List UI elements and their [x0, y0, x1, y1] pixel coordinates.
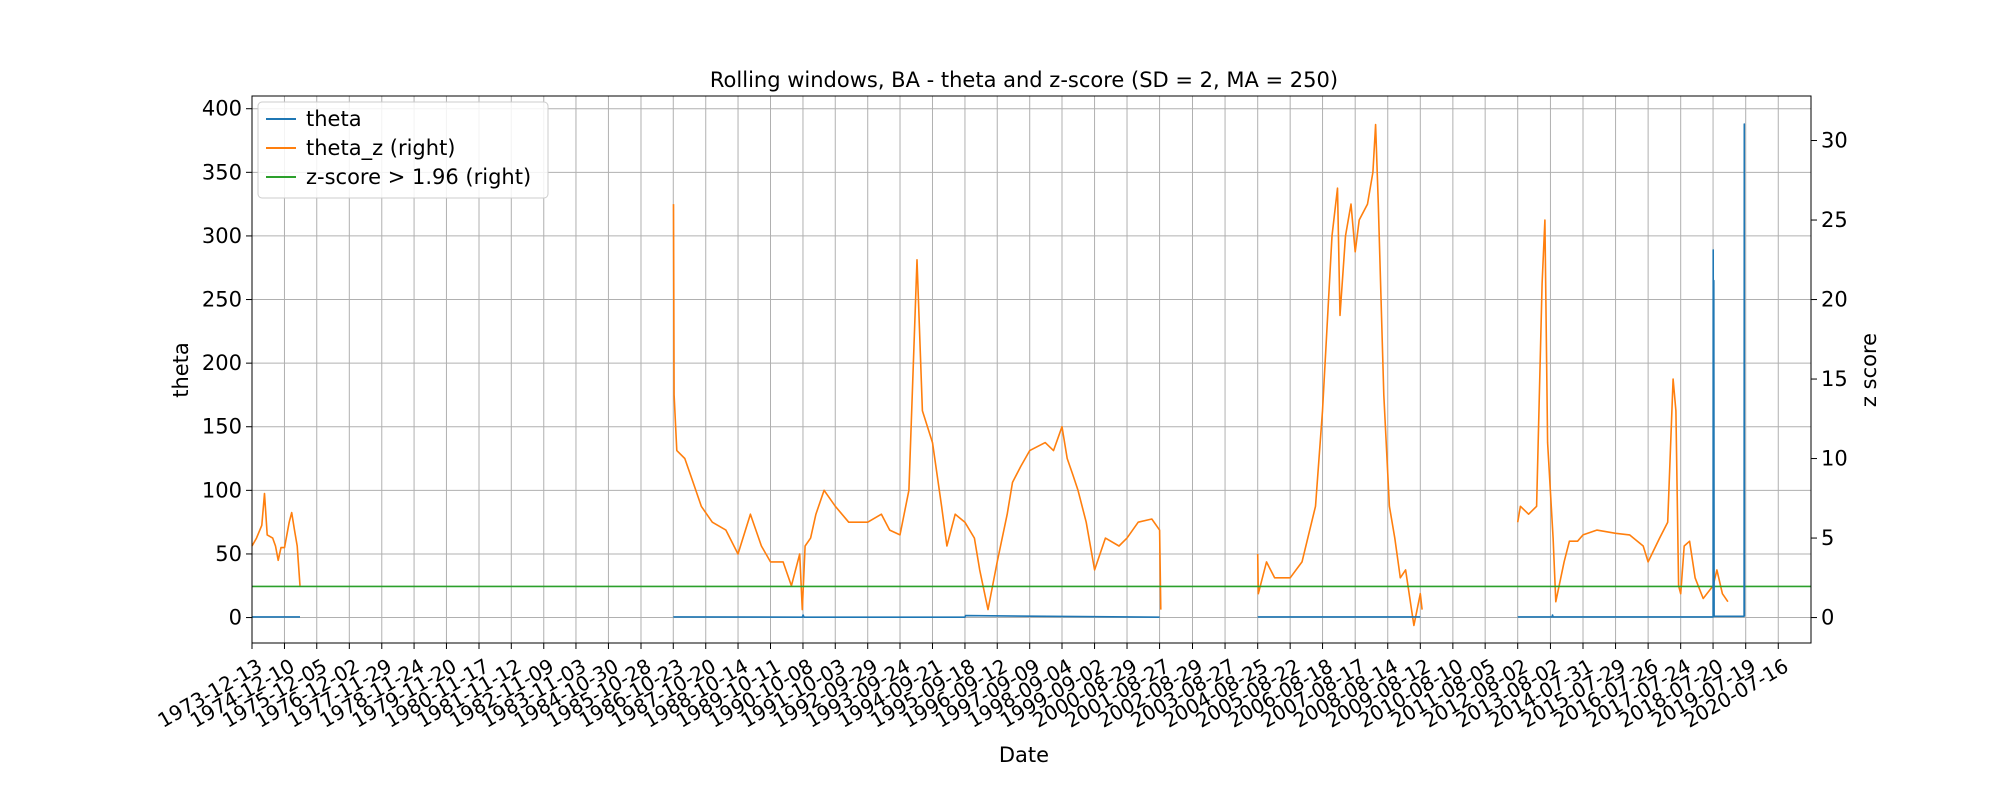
right-y-tick-label: 0: [1821, 606, 1834, 630]
left-y-tick-label: 300: [202, 224, 242, 248]
series-line-theta-z-right: [672, 204, 1162, 611]
axes: 1973-12-131974-12-101975-12-051976-12-02…: [153, 97, 1847, 733]
left-y-tick-label: 150: [202, 415, 242, 439]
series-line-theta-z-right: [1256, 123, 1423, 627]
series-layer: [251, 123, 1811, 627]
series-line-theta: [673, 614, 1160, 619]
left-y-tick-label: 400: [202, 97, 242, 121]
legend-label: z-score > 1.96 (right): [306, 165, 531, 189]
series-line-theta-z-right: [1516, 219, 1729, 603]
legend-box: [257, 101, 549, 199]
legend: theta theta_z (right) z-score > 1.96 (righ…: [257, 101, 549, 199]
left-y-tick-label: 50: [215, 542, 242, 566]
chart-title: Rolling windows, BA - theta and z-score …: [710, 68, 1338, 92]
right-y-tick-label: 20: [1821, 288, 1848, 312]
right-y-tick-label: 10: [1821, 447, 1848, 471]
x-axis-label: Date: [999, 743, 1049, 767]
right-y-tick-label: 30: [1821, 129, 1848, 153]
left-y-tick-label: 350: [202, 160, 242, 184]
plot-frame: [251, 95, 1812, 644]
left-y-tick-label: 250: [202, 288, 242, 312]
left-y-tick-label: 200: [202, 351, 242, 375]
right-y-tick-label: 25: [1821, 208, 1848, 232]
legend-label: theta_z (right): [306, 136, 456, 161]
series-line-theta: [1517, 123, 1746, 618]
left-y-tick-label: 100: [202, 478, 242, 502]
right-y-axis-label: z score: [1857, 333, 1881, 407]
legend-label: theta: [306, 107, 362, 131]
series-line-theta-z-right: [251, 492, 301, 586]
right-y-tick-label: 15: [1821, 367, 1848, 391]
left-y-tick-label: 0: [229, 606, 242, 630]
right-y-tick-label: 5: [1821, 526, 1834, 550]
left-y-axis-label: theta: [169, 342, 193, 398]
